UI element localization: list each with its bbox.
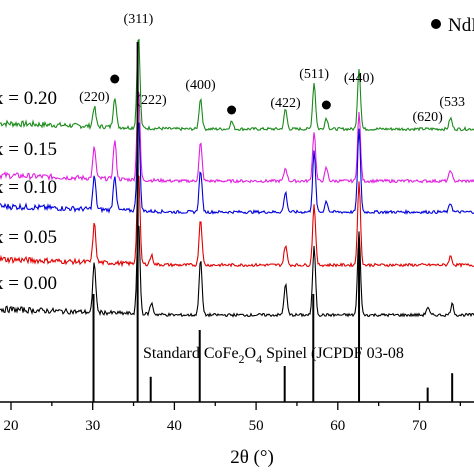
hkl-label: (440) — [344, 71, 375, 86]
series-label: x = 0.05 — [0, 227, 57, 248]
reference-pattern — [92, 42, 454, 402]
hkl-label: (511) — [299, 67, 329, 82]
x-tick-label: 20 — [4, 418, 19, 434]
hkl-labels: (220) (311) (222) (400) (422) (511) (440) (620)… — [79, 12, 465, 125]
series-label: x = 0.10 — [0, 177, 57, 198]
series-trace — [0, 89, 474, 184]
series-label: x = 0.20 — [0, 88, 57, 109]
x-tick-label: 60 — [330, 418, 345, 434]
ndf-markers — [110, 74, 331, 115]
x-axis: 20 30 40 50 60 70 2θ (°) — [0, 401, 474, 468]
series-trace — [0, 224, 474, 318]
x-tick-label: 70 — [412, 418, 427, 434]
series-trace — [0, 174, 474, 269]
hkl-label: (222) — [136, 93, 167, 108]
hkl-label: (220) — [79, 90, 110, 105]
hkl-label: (311) — [124, 12, 154, 27]
legend: NdF — [431, 15, 474, 36]
legend-label: NdF — [448, 15, 474, 36]
x-tick-label: 30 — [85, 418, 100, 434]
series-label: x = 0.00 — [0, 273, 57, 294]
reference-label: Standard CoFe2O4 Spinel (JCPDF 03-08 — [143, 345, 404, 366]
pattern-traces — [0, 38, 474, 318]
series-label: x = 0.15 — [0, 139, 57, 160]
x-axis-ticks: 20 30 40 50 60 70 — [4, 402, 461, 434]
series-labels: x = 0.20 x = 0.15 x = 0.10 x = 0.05 x = 0.00 — [0, 88, 57, 294]
ndf-marker-icon — [110, 74, 120, 84]
legend-marker-icon — [431, 19, 441, 29]
ndf-marker-icon — [227, 105, 237, 115]
series-trace — [0, 122, 474, 215]
x-tick-label: 50 — [249, 418, 264, 434]
x-axis-label: 2θ (°) — [230, 447, 274, 468]
ndf-marker-icon — [321, 100, 331, 110]
series-trace — [0, 38, 474, 132]
x-tick-label: 40 — [167, 418, 182, 434]
hkl-label: (620) — [412, 110, 443, 125]
hkl-label: (533 — [439, 95, 465, 110]
hkl-label: (422) — [270, 96, 301, 111]
hkl-label: (400) — [185, 78, 216, 93]
